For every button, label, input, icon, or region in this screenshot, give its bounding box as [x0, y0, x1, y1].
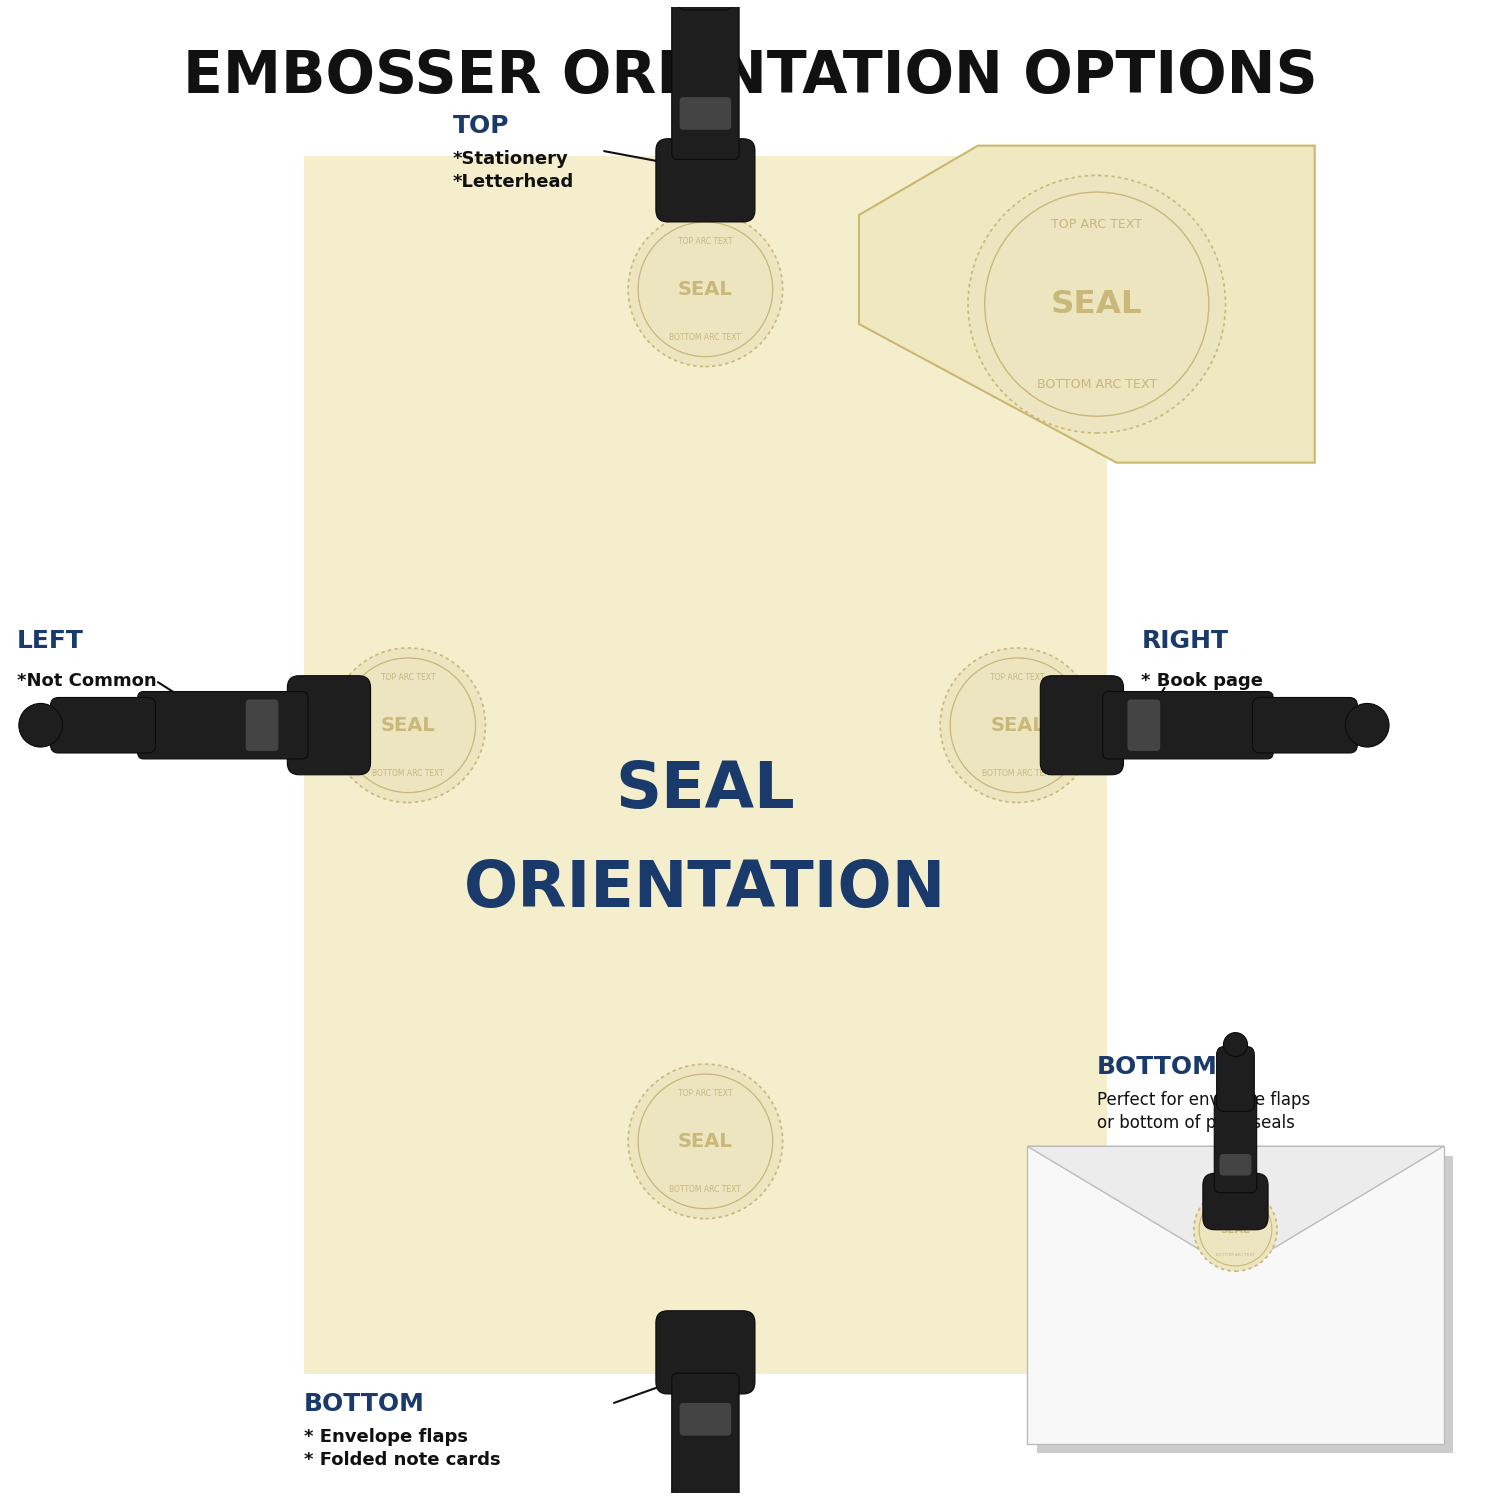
Polygon shape: [1028, 1146, 1443, 1270]
Text: BOTTOM ARC TEXT: BOTTOM ARC TEXT: [1036, 378, 1156, 390]
FancyBboxPatch shape: [680, 98, 730, 130]
Text: SEAL: SEAL: [1052, 288, 1143, 320]
Circle shape: [1346, 704, 1389, 747]
Text: BOTTOM ARC TEXT: BOTTOM ARC TEXT: [669, 333, 741, 342]
Circle shape: [332, 648, 486, 802]
Circle shape: [639, 224, 772, 356]
Text: TOP ARC TEXT: TOP ARC TEXT: [678, 237, 732, 246]
FancyBboxPatch shape: [656, 1311, 754, 1394]
FancyBboxPatch shape: [1041, 675, 1124, 776]
FancyBboxPatch shape: [1220, 1154, 1251, 1176]
Circle shape: [1200, 1194, 1270, 1266]
Text: TOP ARC TEXT: TOP ARC TEXT: [1052, 217, 1143, 231]
FancyBboxPatch shape: [304, 156, 1107, 1374]
Circle shape: [628, 211, 783, 366]
FancyBboxPatch shape: [1252, 698, 1358, 753]
FancyBboxPatch shape: [51, 698, 156, 753]
Text: BOTTOM: BOTTOM: [1096, 1054, 1218, 1078]
Text: SEAL: SEAL: [615, 759, 795, 820]
Text: BOTTOM ARC TEXT: BOTTOM ARC TEXT: [669, 1185, 741, 1194]
Polygon shape: [859, 146, 1314, 462]
Text: SEAL: SEAL: [990, 716, 1046, 735]
FancyBboxPatch shape: [1038, 1156, 1454, 1454]
Text: LEFT: LEFT: [16, 628, 84, 652]
Text: BOTTOM ARC TEXT: BOTTOM ARC TEXT: [981, 768, 1053, 777]
Text: BOTTOM: BOTTOM: [304, 1392, 424, 1416]
Text: TOP ARC TEXT: TOP ARC TEXT: [381, 674, 435, 682]
Circle shape: [1194, 1188, 1276, 1270]
Circle shape: [628, 1064, 783, 1218]
Text: SEAL: SEAL: [1221, 1224, 1251, 1234]
Text: EMBOSSER ORIENTATION OPTIONS: EMBOSSER ORIENTATION OPTIONS: [183, 48, 1317, 105]
Text: BOTTOM ARC TEXT: BOTTOM ARC TEXT: [1216, 1254, 1255, 1257]
Circle shape: [342, 658, 474, 792]
Text: TOP ARC TEXT: TOP ARC TEXT: [1221, 1202, 1250, 1206]
Text: ORIENTATION: ORIENTATION: [465, 858, 946, 920]
Circle shape: [986, 194, 1208, 416]
Text: Perfect for envelope flaps
or bottom of page seals: Perfect for envelope flaps or bottom of …: [1096, 1090, 1310, 1132]
Text: BOTTOM ARC TEXT: BOTTOM ARC TEXT: [372, 768, 444, 777]
Text: RIGHT: RIGHT: [1142, 628, 1228, 652]
Circle shape: [940, 648, 1095, 802]
Text: *Not Common: *Not Common: [16, 672, 156, 690]
Text: TOP ARC TEXT: TOP ARC TEXT: [990, 674, 1044, 682]
Text: * Book page: * Book page: [1142, 672, 1263, 690]
FancyBboxPatch shape: [672, 0, 740, 159]
FancyBboxPatch shape: [656, 138, 754, 222]
FancyBboxPatch shape: [1216, 1047, 1254, 1112]
FancyBboxPatch shape: [1102, 692, 1274, 759]
FancyBboxPatch shape: [680, 1402, 730, 1435]
Text: *Stationery
*Letterhead: *Stationery *Letterhead: [453, 150, 574, 190]
Text: SEAL: SEAL: [381, 716, 435, 735]
Text: SEAL: SEAL: [678, 280, 734, 298]
Circle shape: [968, 176, 1226, 434]
FancyBboxPatch shape: [672, 1372, 740, 1500]
Circle shape: [1224, 1032, 1248, 1056]
FancyBboxPatch shape: [1128, 699, 1160, 752]
Circle shape: [639, 1076, 772, 1208]
Text: SEAL: SEAL: [678, 1132, 734, 1150]
Text: TOP: TOP: [453, 114, 510, 138]
Circle shape: [20, 704, 63, 747]
FancyBboxPatch shape: [1203, 1173, 1268, 1230]
Text: * Envelope flaps
* Folded note cards: * Envelope flaps * Folded note cards: [304, 1428, 501, 1470]
Text: TOP ARC TEXT: TOP ARC TEXT: [678, 1089, 732, 1098]
FancyBboxPatch shape: [1028, 1146, 1443, 1443]
FancyBboxPatch shape: [246, 699, 279, 752]
Circle shape: [951, 658, 1084, 792]
FancyBboxPatch shape: [1215, 1094, 1257, 1192]
FancyBboxPatch shape: [678, 0, 734, 10]
FancyBboxPatch shape: [138, 692, 308, 759]
FancyBboxPatch shape: [288, 675, 370, 776]
